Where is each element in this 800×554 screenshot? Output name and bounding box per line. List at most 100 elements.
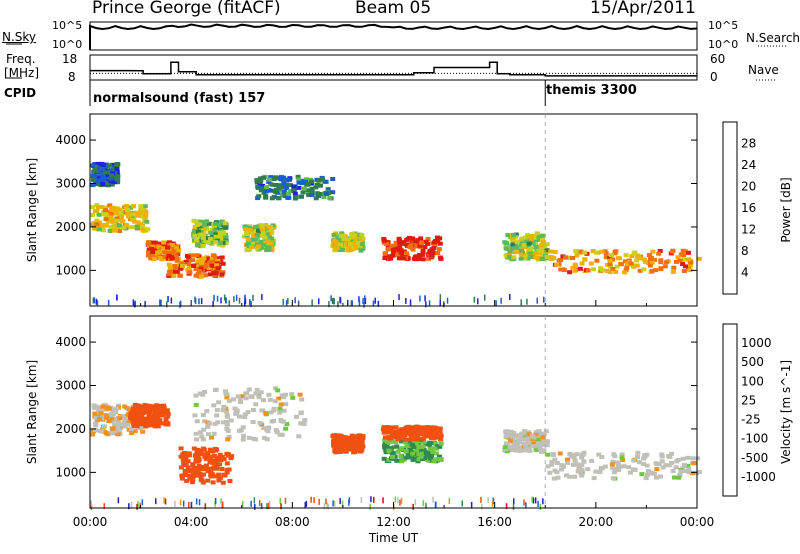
data-cell-1-11-121: [100, 167, 106, 172]
data-cell-2-4-106: [263, 411, 269, 416]
data-cell-1-3-97: [185, 267, 191, 272]
data-cell-1-9-2: [607, 270, 613, 275]
data-cell-2-4-16: [226, 435, 232, 439]
data-cell-2-6-136: [411, 457, 417, 461]
near-range-cell-1-25: [374, 297, 376, 304]
data-cell-2-5-132: [337, 443, 343, 448]
data-cell-2-9-126: [545, 464, 551, 469]
near-range-cell-2-27: [242, 501, 244, 507]
data-cell-2-9-103: [678, 469, 684, 474]
data-cell-2-9-82: [631, 458, 637, 463]
data-cell-2-6-57: [392, 454, 398, 459]
near-range-cell-1-56: [160, 299, 162, 306]
data-cell-1-9-123: [548, 249, 554, 254]
data-cell-1-4-137: [218, 240, 224, 245]
data-cell-2-9-56: [690, 456, 696, 461]
data-cell-2-4-77: [194, 419, 200, 424]
near-range-cell-1-63: [331, 298, 334, 304]
data-cell-1-10-62: [330, 177, 336, 181]
data-cell-1-3-126: [204, 256, 210, 261]
near-range-cell-1-85: [198, 298, 200, 305]
data-cell-2-4-108: [264, 437, 270, 442]
data-cell-2-5-137: [352, 439, 357, 444]
data-cell-2-1-123: [126, 407, 132, 412]
data-cell-1-8-133: [521, 243, 527, 248]
data-cell-2-4-3: [274, 430, 280, 435]
data-cell-2-1-91: [91, 403, 97, 408]
data-cell-1-1-63: [132, 219, 138, 224]
data-cell-2-1-106: [104, 413, 110, 418]
data-cell-2-4-99: [258, 390, 264, 395]
near-range-cell-2-17: [370, 496, 372, 503]
near-range-cell-2-40: [279, 497, 281, 504]
near-range-cell-1-38: [473, 296, 476, 303]
data-cell-1-9-42: [604, 268, 610, 273]
data-cell-2-1-63: [125, 422, 131, 427]
data-cell-1-10-59: [295, 174, 301, 179]
data-cell-2-1-2: [110, 419, 116, 424]
near-range-cell-1-83: [220, 297, 222, 304]
data-cell-1-10-129: [316, 178, 322, 183]
data-cell-1-8-82: [516, 246, 522, 251]
data-cell-1-1-93: [114, 216, 120, 221]
data-cell-1-1-98: [95, 205, 101, 210]
data-cell-2-5-139: [344, 441, 350, 446]
data-cell-2-2-111: [154, 416, 159, 421]
colorbar-tick-2-8: -1000: [741, 470, 776, 484]
data-cell-2-5-74: [357, 449, 363, 454]
data-cell-1-9-70: [598, 266, 604, 271]
data-cell-2-6-130: [382, 443, 388, 448]
data-cell-2-6-137: [430, 450, 436, 454]
data-cell-1-4-33: [223, 241, 229, 246]
data-cell-1-10-119: [266, 179, 272, 184]
data-cell-1-2-83: [166, 250, 172, 254]
data-cell-2-1-102: [100, 404, 106, 409]
near-range-cell-2-43: [414, 499, 417, 506]
data-cell-2-6-75: [406, 455, 412, 460]
data-cell-2-3-96: [178, 446, 184, 451]
data-cell-2-7-125: [385, 425, 391, 430]
data-cell-1-7-92: [438, 256, 444, 261]
data-cell-1-9-36: [687, 263, 693, 268]
data-cell-2-9-60: [621, 464, 627, 469]
data-cell-1-8-109: [540, 233, 546, 238]
data-cell-2-4-110: [224, 414, 230, 419]
data-cell-2-4-26: [224, 422, 230, 427]
near-range-cell-2-75: [397, 497, 399, 504]
data-cell-2-5-71: [343, 449, 349, 454]
data-cell-1-7-126: [431, 240, 437, 245]
data-cell-2-3-67: [185, 465, 191, 470]
data-cell-1-9-29: [646, 260, 652, 265]
data-cell-1-3-16: [219, 255, 225, 260]
data-cell-2-6-103: [384, 441, 390, 445]
data-cell-1-2-119: [170, 243, 175, 248]
data-cell-2-4-6: [253, 402, 259, 407]
data-cell-1-9-99: [683, 264, 688, 269]
data-cell-2-4-115: [298, 421, 304, 426]
data-cell-1-1-111: [135, 213, 141, 218]
data-cell-2-4-31: [224, 409, 229, 414]
data-cell-2-2-52: [146, 412, 152, 417]
data-cell-1-2-51: [167, 240, 173, 245]
data-cell-2-4-120: [234, 408, 240, 413]
data-cell-1-3-60: [206, 266, 212, 270]
data-cell-2-9-54: [659, 459, 665, 464]
data-cell-1-1-110: [96, 212, 102, 217]
near-range-cell-2-4: [326, 502, 328, 509]
data-cell-2-7-21: [424, 425, 430, 430]
data-cell-2-4-98: [259, 408, 265, 413]
data-cell-2-1-126: [93, 428, 99, 432]
data-cell-1-10-132: [271, 177, 277, 182]
data-cell-1-9-18: [657, 249, 663, 253]
near-range-cell-2-67: [369, 503, 371, 510]
data-cell-1-6-134: [356, 241, 361, 245]
data-cell-2-6-107: [419, 449, 425, 453]
data-cell-2-2-109: [159, 421, 165, 426]
data-cell-1-5-130: [255, 244, 261, 249]
data-cell-2-4-75: [200, 437, 206, 442]
data-cell-1-7-107: [407, 235, 412, 240]
cpid-mode-1: normalsound (fast) 157: [93, 91, 266, 106]
data-cell-2-4-54: [214, 413, 220, 418]
data-cell-1-7-114: [429, 247, 435, 252]
data-cell-2-6-132: [403, 449, 409, 454]
